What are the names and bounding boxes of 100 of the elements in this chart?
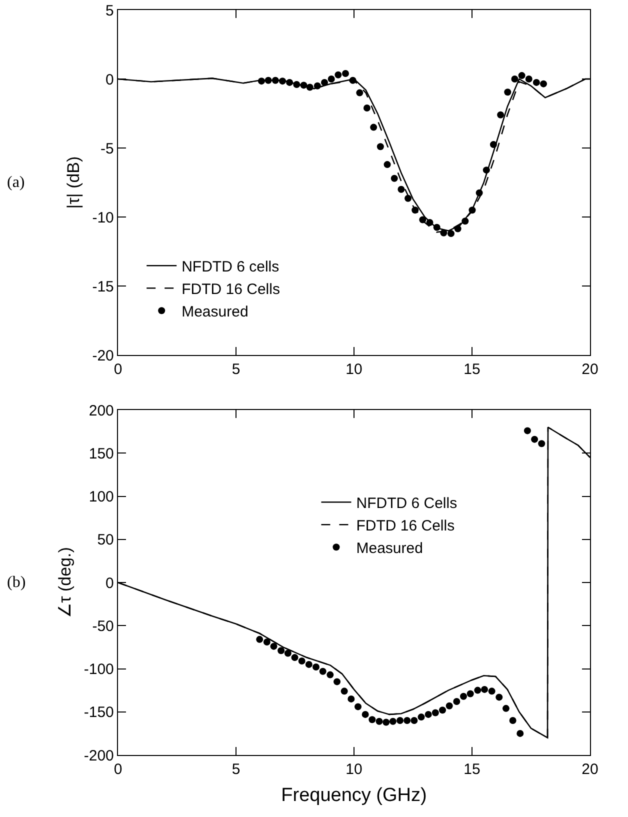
- point: [286, 78, 294, 86]
- x-tick-label: 20: [582, 761, 598, 778]
- y-tick-label: 50: [97, 532, 114, 549]
- point: [502, 704, 510, 712]
- point: [446, 702, 453, 710]
- y-tick-label: 100: [88, 488, 114, 506]
- point: [490, 141, 497, 148]
- point: [404, 717, 411, 724]
- point: [258, 78, 265, 85]
- y-tick-label: -150: [84, 704, 114, 722]
- point: [398, 186, 405, 193]
- point: [476, 189, 483, 196]
- point: [454, 225, 462, 232]
- point: [468, 206, 476, 214]
- point: [419, 216, 426, 224]
- point: [432, 709, 439, 716]
- point: [540, 80, 548, 88]
- point: [293, 81, 300, 88]
- point: [496, 694, 503, 701]
- point: [488, 688, 496, 695]
- point: [531, 436, 538, 443]
- point: [426, 219, 434, 226]
- point: [263, 638, 270, 646]
- y-tick-label: 0: [106, 71, 114, 88]
- point: [524, 427, 531, 434]
- point: [448, 230, 454, 238]
- point: [342, 70, 349, 77]
- x-tick-label: 15: [464, 761, 480, 778]
- point: [538, 440, 546, 448]
- point: [362, 710, 369, 718]
- point: [348, 695, 355, 702]
- x-tick-label: 20: [582, 361, 598, 378]
- point: [424, 710, 432, 718]
- point: [349, 76, 356, 84]
- point: [291, 654, 298, 662]
- legend-label: Measured: [182, 304, 248, 320]
- y-axis-title: |τ| (dB): [64, 156, 83, 209]
- y-tick-label: -20: [92, 347, 114, 364]
- point: [368, 716, 376, 724]
- point: [356, 89, 364, 96]
- point: [466, 690, 474, 698]
- x-tick-label: 5: [232, 761, 240, 778]
- point: [328, 76, 335, 82]
- point: [462, 218, 469, 225]
- y-tick-label: -15: [92, 278, 114, 296]
- point: [481, 686, 488, 693]
- point: [312, 664, 320, 671]
- y-tick-label: -10: [92, 209, 114, 226]
- y-tick-label: -5: [100, 140, 114, 158]
- point: [270, 642, 278, 650]
- point: [306, 84, 314, 91]
- y-tick-label: 150: [88, 445, 114, 462]
- point: [453, 698, 460, 706]
- legend-label: FDTD 16 Cells: [356, 518, 455, 534]
- point: [390, 174, 398, 182]
- x-tick-label: 10: [346, 361, 362, 378]
- legend-label: Measured: [356, 540, 423, 557]
- point: [376, 143, 384, 150]
- point: [321, 78, 328, 86]
- point: [300, 82, 308, 89]
- point: [412, 206, 419, 214]
- legend-label: NFDTD 6 Cells: [356, 495, 458, 512]
- point: [439, 706, 446, 714]
- point: [418, 714, 425, 721]
- point: [272, 76, 279, 84]
- point: [278, 647, 285, 654]
- y-tick-label: -50: [92, 618, 114, 635]
- point: [497, 111, 504, 118]
- point: [326, 671, 334, 678]
- x-tick-label: 15: [464, 361, 480, 378]
- point: [410, 717, 418, 724]
- point: [354, 703, 362, 710]
- point: [504, 88, 512, 96]
- y-tick-label: -200: [84, 747, 114, 764]
- point: [474, 686, 482, 694]
- point: [334, 71, 342, 78]
- point: [509, 717, 516, 724]
- point: [319, 668, 326, 675]
- point: [363, 104, 370, 112]
- point: [256, 636, 264, 643]
- point: [314, 82, 321, 90]
- point: [298, 657, 306, 664]
- point: [433, 224, 440, 231]
- point: [460, 692, 467, 700]
- point: [264, 76, 272, 84]
- point: [389, 718, 396, 725]
- point: [334, 678, 341, 686]
- text: (a): [7, 174, 25, 191]
- y-tick-label: 200: [88, 402, 114, 420]
- point: [376, 718, 383, 725]
- point: [384, 161, 391, 168]
- y-tick-label: 5: [106, 2, 114, 20]
- x-tick-label: 10: [346, 761, 362, 778]
- point: [511, 76, 518, 82]
- point: [305, 660, 312, 668]
- point: [370, 124, 378, 131]
- point: [284, 650, 292, 657]
- point: [516, 730, 524, 737]
- y-tick-label: 0: [106, 574, 114, 592]
- point: [278, 78, 286, 85]
